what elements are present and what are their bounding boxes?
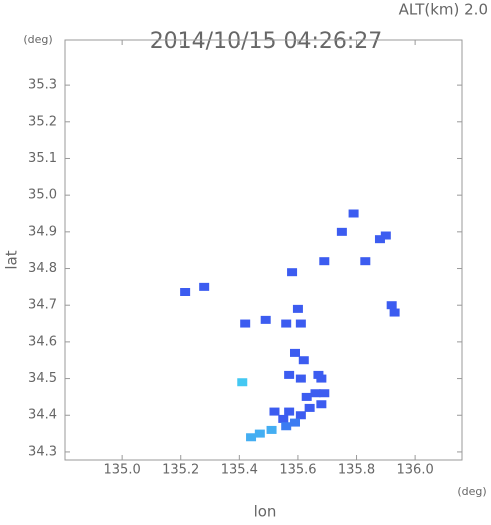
y-tick-label: 34.6 bbox=[28, 334, 57, 349]
y-tick-label: 35.0 bbox=[28, 188, 57, 203]
echo-cell bbox=[304, 403, 315, 412]
x-axis-label: lon bbox=[254, 503, 277, 521]
echo-cell bbox=[289, 418, 300, 427]
y-unit: (deg) bbox=[23, 33, 52, 46]
y-tick-label: 35.3 bbox=[28, 78, 57, 93]
plot-frame bbox=[64, 39, 463, 461]
echo-cell bbox=[254, 429, 265, 438]
y-tick-label: 34.9 bbox=[28, 224, 57, 239]
echo-cell bbox=[360, 257, 371, 266]
chart-title: 2014/10/15 04:26:27 bbox=[150, 29, 383, 54]
echo-cell bbox=[319, 389, 330, 398]
echo-cell bbox=[266, 425, 277, 434]
echo-cell bbox=[287, 268, 298, 277]
echo-cell bbox=[313, 370, 324, 379]
x-tick-label: 135.0 bbox=[104, 463, 141, 478]
echo-cell bbox=[348, 209, 359, 218]
x-tick-label: 135.8 bbox=[338, 463, 375, 478]
echo-cell bbox=[298, 356, 309, 365]
echo-cell bbox=[336, 227, 347, 236]
echo-cell bbox=[386, 301, 397, 310]
echo-cell bbox=[284, 407, 295, 416]
echo-cell bbox=[180, 288, 191, 296]
echo-cell bbox=[199, 282, 210, 291]
y-tick-label: 34.4 bbox=[28, 408, 57, 423]
echo-cell bbox=[281, 422, 292, 431]
echo-cell bbox=[240, 319, 251, 328]
echo-cell bbox=[319, 257, 330, 266]
echo-cell bbox=[284, 370, 295, 379]
y-tick-label: 34.7 bbox=[28, 298, 57, 313]
echo-cell bbox=[301, 392, 312, 401]
x-tick-label: 135.4 bbox=[221, 463, 258, 478]
x-tick-label: 135.6 bbox=[279, 463, 316, 478]
echo-cell bbox=[380, 231, 391, 240]
header: ALT(km) 2.0 bbox=[399, 1, 488, 19]
echo-cell bbox=[269, 407, 280, 416]
x-tick-label: 135.2 bbox=[162, 463, 199, 478]
y-tick-label: 35.2 bbox=[28, 114, 57, 129]
y-axis-label: lat bbox=[3, 250, 21, 269]
echo-cell bbox=[295, 319, 306, 328]
x-tick-label: 136.0 bbox=[397, 463, 434, 478]
echo-cell bbox=[289, 348, 300, 357]
y-tick-label: 34.3 bbox=[28, 444, 57, 459]
echo-cell bbox=[246, 433, 257, 442]
echo-cell bbox=[389, 308, 400, 317]
y-tick-label: 34.8 bbox=[28, 261, 57, 276]
echo-cell bbox=[278, 414, 289, 423]
echo-cell bbox=[260, 315, 271, 324]
echo-cell bbox=[310, 389, 321, 398]
y-tick-label: 35.1 bbox=[28, 151, 57, 166]
echo-cell bbox=[237, 378, 248, 387]
echo-cell bbox=[292, 304, 303, 313]
echo-cell bbox=[374, 235, 385, 244]
echo-cell bbox=[295, 411, 306, 420]
x-unit: (deg) bbox=[457, 485, 486, 498]
echo-cell bbox=[316, 400, 327, 409]
y-tick-label: 34.5 bbox=[28, 371, 57, 386]
echo-cell bbox=[295, 374, 306, 383]
echo-cell bbox=[281, 319, 292, 328]
